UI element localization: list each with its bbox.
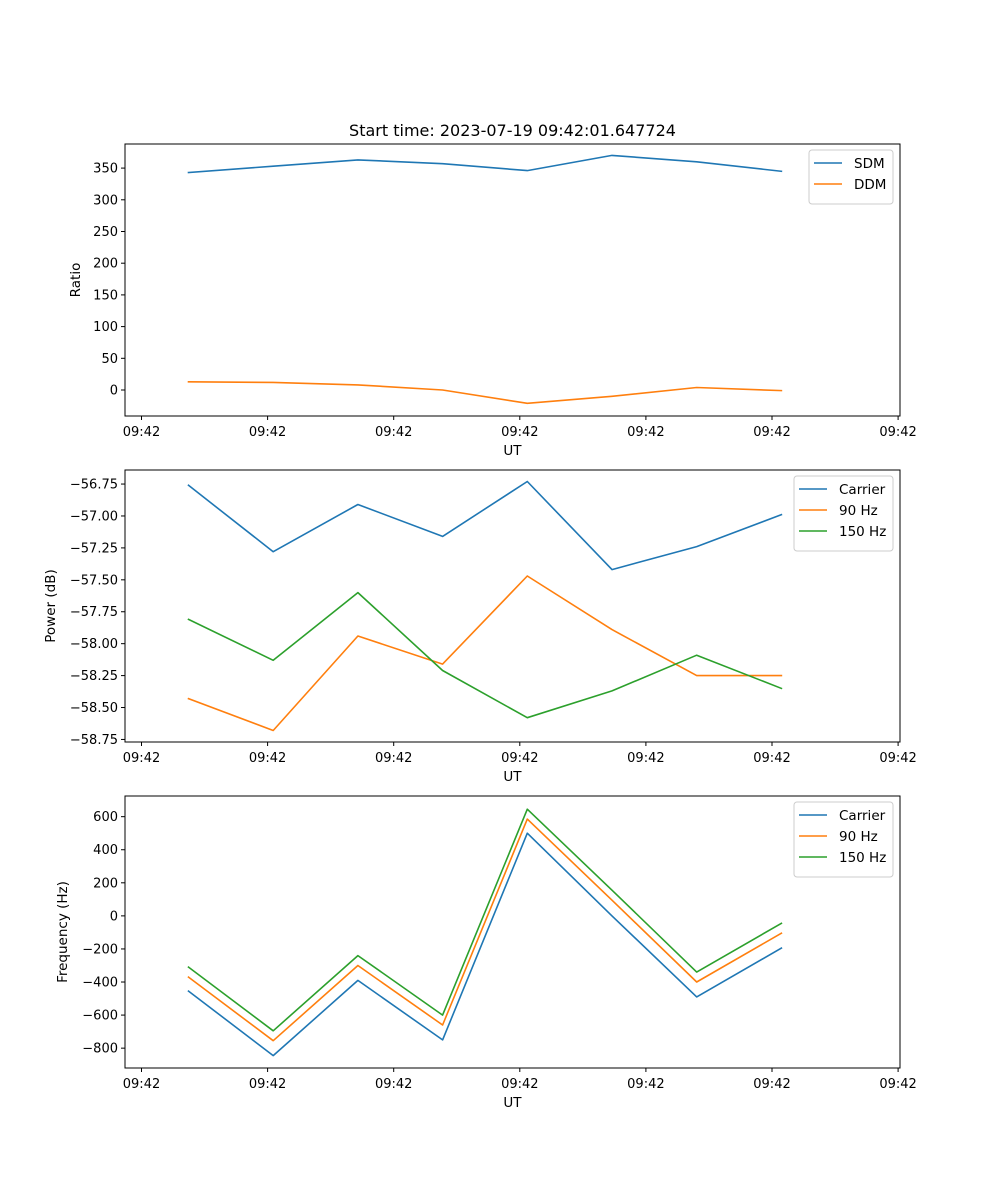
y-tick-label: −56.75: [70, 478, 118, 493]
y-axis-label: Power (dB): [43, 569, 59, 642]
x-tick-label: 09:42: [627, 425, 664, 440]
y-tick-label: 250: [93, 225, 118, 240]
x-tick-label: 09:42: [375, 1077, 412, 1092]
x-tick-label: 09:42: [249, 425, 286, 440]
plot-frame: [124, 143, 901, 417]
x-tick-label: 09:42: [249, 1077, 286, 1092]
y-tick-label: 350: [93, 162, 118, 177]
x-tick-label: 09:42: [501, 425, 538, 440]
series-line-carrier: [187, 832, 783, 1057]
y-tick-label: −58.75: [70, 733, 118, 748]
y-axis-label: Ratio: [68, 263, 84, 298]
series-line-carrier: [187, 480, 783, 571]
x-tick-label: 09:42: [123, 751, 160, 766]
y-tick-label: −400: [82, 976, 118, 991]
series-line-150-hz: [187, 591, 783, 719]
y-tick-label: −58.25: [70, 669, 118, 684]
y-tick-label: −57.75: [70, 605, 118, 620]
series-line-150-hz: [187, 808, 783, 1032]
x-tick-label: 09:42: [627, 751, 664, 766]
y-tick-label: 600: [93, 810, 118, 825]
y-tick-label: 400: [93, 843, 118, 858]
x-axis-label: UT: [503, 769, 522, 785]
series-line-ddm: [187, 380, 783, 405]
series-line-90-hz: [187, 818, 783, 1042]
y-axis-label: Frequency (Hz): [55, 881, 71, 983]
series-line-90-hz: [187, 575, 783, 732]
y-tick-label: 300: [93, 193, 118, 208]
x-tick-label: 09:42: [501, 751, 538, 766]
y-tick-label: −57.25: [70, 541, 118, 556]
y-tick-label: 50: [101, 352, 118, 367]
x-tick-label: 09:42: [123, 1077, 160, 1092]
y-tick-label: 200: [93, 257, 118, 272]
legend-label: DDM: [854, 177, 886, 193]
y-tick-label: 200: [93, 876, 118, 891]
series-line-sdm: [187, 154, 783, 174]
legend: Carrier 90 Hz 150 Hz: [793, 801, 894, 878]
legend-label: Carrier: [839, 482, 886, 498]
legend-label: 90 Hz: [839, 829, 878, 845]
y-tick-label: −600: [82, 1009, 118, 1024]
plot-frame: [124, 469, 901, 743]
x-tick-label: 09:42: [879, 751, 916, 766]
x-tick-label: 09:42: [249, 751, 286, 766]
x-tick-label: 09:42: [375, 425, 412, 440]
legend: Carrier 90 Hz 150 Hz: [793, 475, 894, 552]
x-tick-label: 09:42: [879, 425, 916, 440]
legend-label: 150 Hz: [839, 524, 886, 540]
x-tick-label: 09:42: [753, 751, 790, 766]
chart-title: Start time: 2023-07-19 09:42:01.647724: [349, 121, 676, 140]
y-tick-label: −200: [82, 942, 118, 957]
subplot-frequency: −800 −600 −400 −200 0 200 400 600 09:42 09:42 09:4…: [55, 795, 917, 1111]
y-tick-label: −58.00: [70, 637, 118, 652]
subplot-ratio: 0 50 100 150 200 250 300 350 09:42 09:42 09:42 09:4…: [68, 143, 917, 459]
legend-label: 90 Hz: [839, 503, 878, 519]
legend-label: 150 Hz: [839, 850, 886, 866]
legend-label: Carrier: [839, 808, 886, 824]
x-tick-label: 09:42: [501, 1077, 538, 1092]
plot-frame: [124, 795, 901, 1069]
x-tick-label: 09:42: [753, 1077, 790, 1092]
y-tick-label: 150: [93, 288, 118, 303]
y-tick-label: −800: [82, 1042, 118, 1057]
legend: SDM DDM: [808, 149, 894, 205]
x-tick-label: 09:42: [879, 1077, 916, 1092]
y-tick-label: −57.00: [70, 509, 118, 524]
x-tick-label: 09:42: [753, 425, 790, 440]
y-tick-label: 100: [93, 320, 118, 335]
subplot-power: −58.75 −58.50 −58.25 −58.00 −57.75 −57.50 −57.…: [43, 469, 917, 785]
y-tick-label: 0: [110, 909, 118, 924]
y-tick-label: −58.50: [70, 701, 118, 716]
legend-box: [793, 801, 894, 878]
x-axis-label: UT: [503, 443, 522, 459]
y-tick-label: 0: [110, 384, 118, 399]
y-tick-label: −57.50: [70, 573, 118, 588]
x-tick-label: 09:42: [375, 751, 412, 766]
legend-box: [793, 475, 894, 552]
x-tick-label: 09:42: [627, 1077, 664, 1092]
legend-label: SDM: [854, 156, 885, 172]
x-tick-label: 09:42: [123, 425, 160, 440]
x-axis-label: UT: [503, 1095, 522, 1111]
